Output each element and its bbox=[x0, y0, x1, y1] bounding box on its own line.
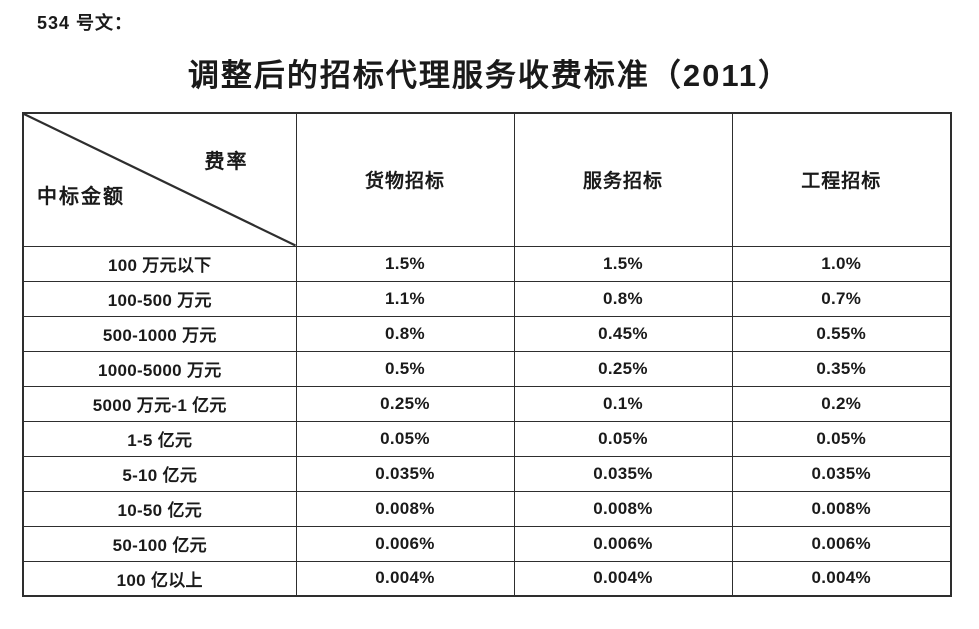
service-rate-cell: 0.035% bbox=[513, 455, 733, 492]
engineering-rate-cell: 0.55% bbox=[731, 315, 952, 352]
table-row: 100 亿以上 0.004% 0.004% 0.004% bbox=[22, 560, 952, 597]
amount-cell: 5000 万元-1 亿元 bbox=[22, 385, 297, 422]
engineering-rate-cell: 0.008% bbox=[731, 490, 952, 527]
table-row: 1-5 亿元 0.05% 0.05% 0.05% bbox=[22, 420, 952, 457]
amount-cell: 1-5 亿元 bbox=[22, 420, 297, 457]
engineering-rate-cell: 0.035% bbox=[731, 455, 952, 492]
amount-cell: 10-50 亿元 bbox=[22, 490, 297, 527]
goods-rate-cell: 1.5% bbox=[295, 245, 515, 282]
goods-rate-cell: 0.25% bbox=[295, 385, 515, 422]
service-rate-cell: 1.5% bbox=[513, 245, 733, 282]
service-rate-cell: 0.05% bbox=[513, 420, 733, 457]
fee-table: 费率 中标金额 货物招标 服务招标 工程招标 100 万元以下 1.5% 1.5… bbox=[22, 112, 952, 597]
service-rate-cell: 0.008% bbox=[513, 490, 733, 527]
engineering-rate-cell: 0.05% bbox=[731, 420, 952, 457]
service-rate-cell: 0.45% bbox=[513, 315, 733, 352]
goods-rate-cell: 0.008% bbox=[295, 490, 515, 527]
page-title: 调整后的招标代理服务收费标准（2011） bbox=[187, 58, 792, 93]
corner-label-amount: 中标金额 bbox=[37, 186, 125, 208]
amount-cell: 100 万元以下 bbox=[22, 245, 297, 282]
amount-cell: 50-100 亿元 bbox=[22, 525, 297, 562]
column-header-goods: 货物招标 bbox=[295, 112, 515, 247]
goods-rate-cell: 0.5% bbox=[295, 350, 515, 387]
amount-cell: 500-1000 万元 bbox=[22, 315, 297, 352]
goods-rate-cell: 1.1% bbox=[295, 280, 515, 317]
goods-rate-cell: 0.8% bbox=[295, 315, 515, 352]
goods-rate-cell: 0.035% bbox=[295, 455, 515, 492]
table-row: 50-100 亿元 0.006% 0.006% 0.006% bbox=[22, 525, 952, 562]
column-header-service: 服务招标 bbox=[513, 112, 733, 247]
table-row: 500-1000 万元 0.8% 0.45% 0.55% bbox=[22, 315, 952, 352]
table-row: 5000 万元-1 亿元 0.25% 0.1% 0.2% bbox=[22, 385, 952, 422]
table-row: 1000-5000 万元 0.5% 0.25% 0.35% bbox=[22, 350, 952, 387]
column-header-engineering: 工程招标 bbox=[731, 112, 952, 247]
table-row: 100-500 万元 1.1% 0.8% 0.7% bbox=[22, 280, 952, 317]
engineering-rate-cell: 1.0% bbox=[731, 245, 952, 282]
goods-rate-cell: 0.004% bbox=[295, 560, 515, 597]
engineering-rate-cell: 0.2% bbox=[731, 385, 952, 422]
corner-cell: 费率 中标金额 bbox=[22, 112, 297, 247]
table-row: 100 万元以下 1.5% 1.5% 1.0% bbox=[22, 245, 952, 282]
amount-cell: 1000-5000 万元 bbox=[22, 350, 297, 387]
service-rate-cell: 0.25% bbox=[513, 350, 733, 387]
engineering-rate-cell: 0.006% bbox=[731, 525, 952, 562]
service-rate-cell: 0.004% bbox=[513, 560, 733, 597]
service-rate-cell: 0.8% bbox=[513, 280, 733, 317]
engineering-rate-cell: 0.004% bbox=[731, 560, 952, 597]
engineering-rate-cell: 0.35% bbox=[731, 350, 952, 387]
diagonal-divider bbox=[24, 114, 295, 245]
table-row: 10-50 亿元 0.008% 0.008% 0.008% bbox=[22, 490, 952, 527]
service-rate-cell: 0.006% bbox=[513, 525, 733, 562]
engineering-rate-cell: 0.7% bbox=[731, 280, 952, 317]
amount-cell: 100 亿以上 bbox=[22, 560, 297, 597]
service-rate-cell: 0.1% bbox=[513, 385, 733, 422]
doc-number: 534 号文： bbox=[37, 13, 134, 33]
goods-rate-cell: 0.05% bbox=[295, 420, 515, 457]
table-row: 5-10 亿元 0.035% 0.035% 0.035% bbox=[22, 455, 952, 492]
goods-rate-cell: 0.006% bbox=[295, 525, 515, 562]
corner-label-rate: 费率 bbox=[204, 151, 249, 173]
amount-cell: 5-10 亿元 bbox=[22, 455, 297, 492]
amount-cell: 100-500 万元 bbox=[22, 280, 297, 317]
header-row: 费率 中标金额 货物招标 服务招标 工程招标 bbox=[22, 112, 952, 247]
